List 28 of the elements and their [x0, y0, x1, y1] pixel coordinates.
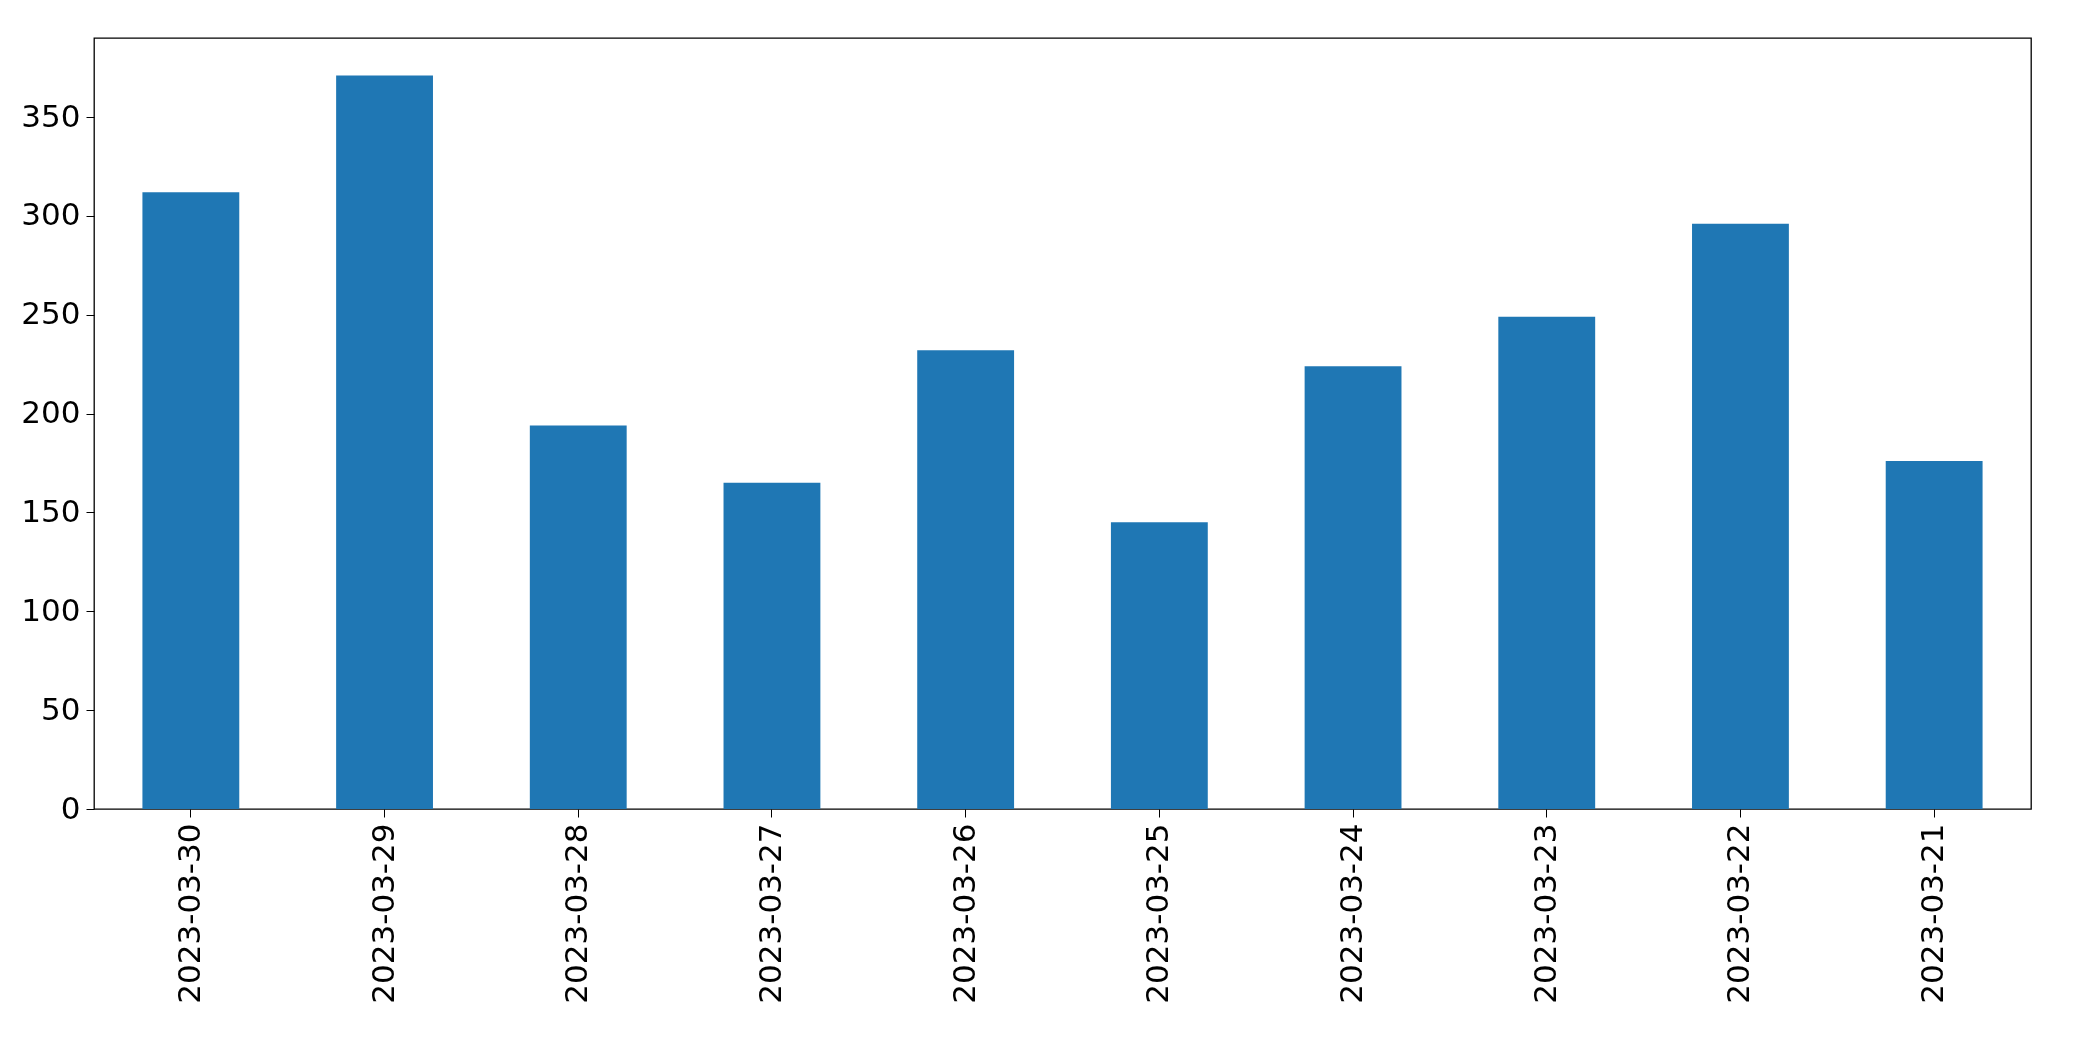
y-tick-label: 50: [41, 690, 81, 727]
bar: [529, 425, 627, 809]
bar: [1885, 461, 1983, 809]
y-tick-label: 200: [21, 394, 81, 431]
bar: [1110, 522, 1208, 809]
x-tick-label: 2023-03-24: [1333, 823, 1370, 1004]
x-tick-label: 2023-03-27: [751, 823, 788, 1004]
x-tick-label: 2023-03-25: [1139, 823, 1176, 1004]
y-tick-label: 250: [21, 295, 81, 332]
x-tick-label: 2023-03-28: [558, 823, 595, 1004]
x-tick-label: 2023-03-29: [364, 823, 401, 1004]
bar: [336, 75, 433, 809]
x-tick-label: 2023-03-26: [945, 823, 982, 1004]
bar: [917, 350, 1015, 809]
y-tick-label: 150: [21, 492, 81, 529]
y-tick-label: 350: [21, 97, 81, 134]
bar: [1304, 366, 1402, 809]
bar: [723, 482, 821, 809]
y-tick-label: 0: [60, 789, 81, 826]
x-tick-label: 2023-03-30: [170, 823, 207, 1004]
x-tick-label: 2023-03-22: [1720, 823, 1757, 1004]
y-tick-label: 100: [21, 591, 81, 628]
x-tick-label: 2023-03-23: [1526, 823, 1563, 1004]
bar: [1498, 316, 1596, 809]
y-tick-label: 300: [21, 196, 81, 233]
bar: [1692, 223, 1789, 809]
x-tick-label: 2023-03-21: [1914, 823, 1951, 1004]
bar: [142, 192, 240, 809]
